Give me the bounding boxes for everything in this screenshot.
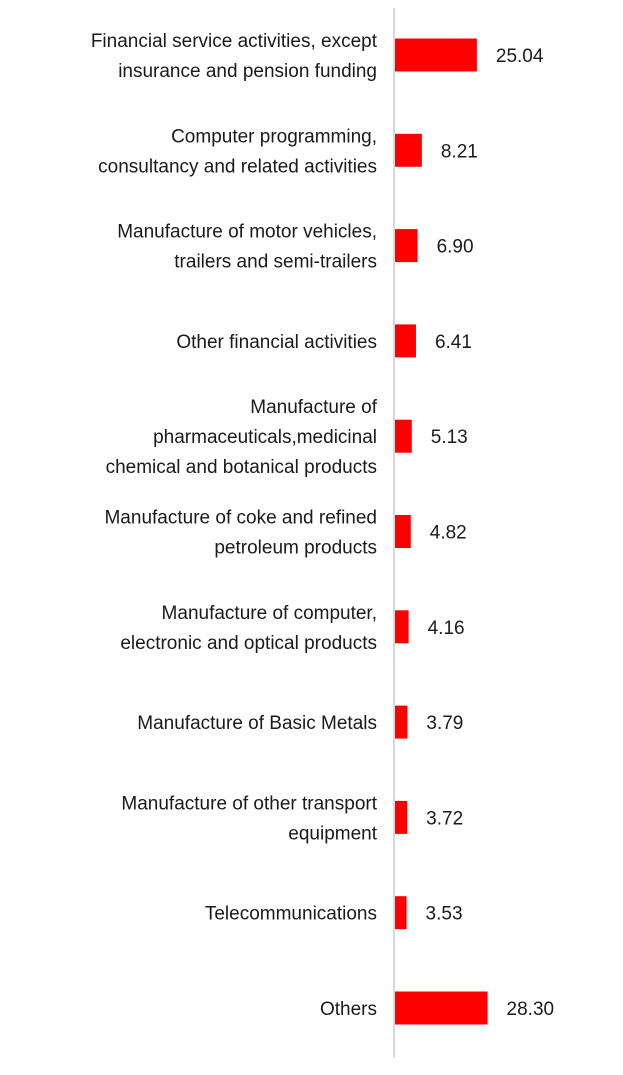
- data-label: 3.79: [426, 713, 463, 734]
- category-label: Manufacture of motor vehicles, trailers a…: [117, 222, 377, 273]
- bar: [395, 324, 416, 358]
- category-label: Manufacture of coke and refined petroleum…: [104, 508, 377, 559]
- bar: [395, 419, 412, 453]
- bar: [395, 991, 488, 1025]
- data-label: 25.04: [496, 46, 544, 67]
- category-label: Manufacture of Basic Metals: [137, 713, 377, 734]
- category-label: Computer programming, consultancy and rel…: [98, 126, 377, 177]
- data-label: 4.16: [428, 618, 465, 639]
- labels-group: 25.04 Financial service activities, excep…: [91, 31, 554, 1020]
- category-label: Others: [320, 999, 377, 1020]
- data-label: 3.72: [426, 808, 463, 829]
- data-label: 3.53: [426, 904, 463, 925]
- bar: [395, 38, 477, 72]
- bar: [395, 229, 418, 263]
- bar: [395, 800, 408, 834]
- bar: [395, 515, 411, 548]
- bar: [395, 705, 408, 739]
- category-label: Manufacture of computer, electronic and o…: [120, 603, 377, 654]
- bar: [395, 610, 409, 644]
- category-label: Manufacture of other transport equipment: [121, 793, 377, 844]
- category-label: Manufacture of pharmaceuticals,medicinal c…: [106, 397, 378, 478]
- category-label: Financial service activities, except insu…: [91, 31, 378, 82]
- category-label: Telecommunications: [205, 904, 377, 925]
- category-label: Other financial activities: [176, 332, 377, 353]
- bars-group: [395, 38, 488, 1025]
- data-label: 8.21: [441, 141, 478, 162]
- data-label: 4.82: [430, 523, 467, 544]
- data-label: 6.90: [437, 237, 474, 258]
- data-label: 5.13: [431, 427, 468, 448]
- data-label: 6.41: [435, 332, 472, 353]
- bar: [395, 896, 407, 930]
- data-label: 28.30: [507, 999, 555, 1020]
- bar: [395, 133, 422, 167]
